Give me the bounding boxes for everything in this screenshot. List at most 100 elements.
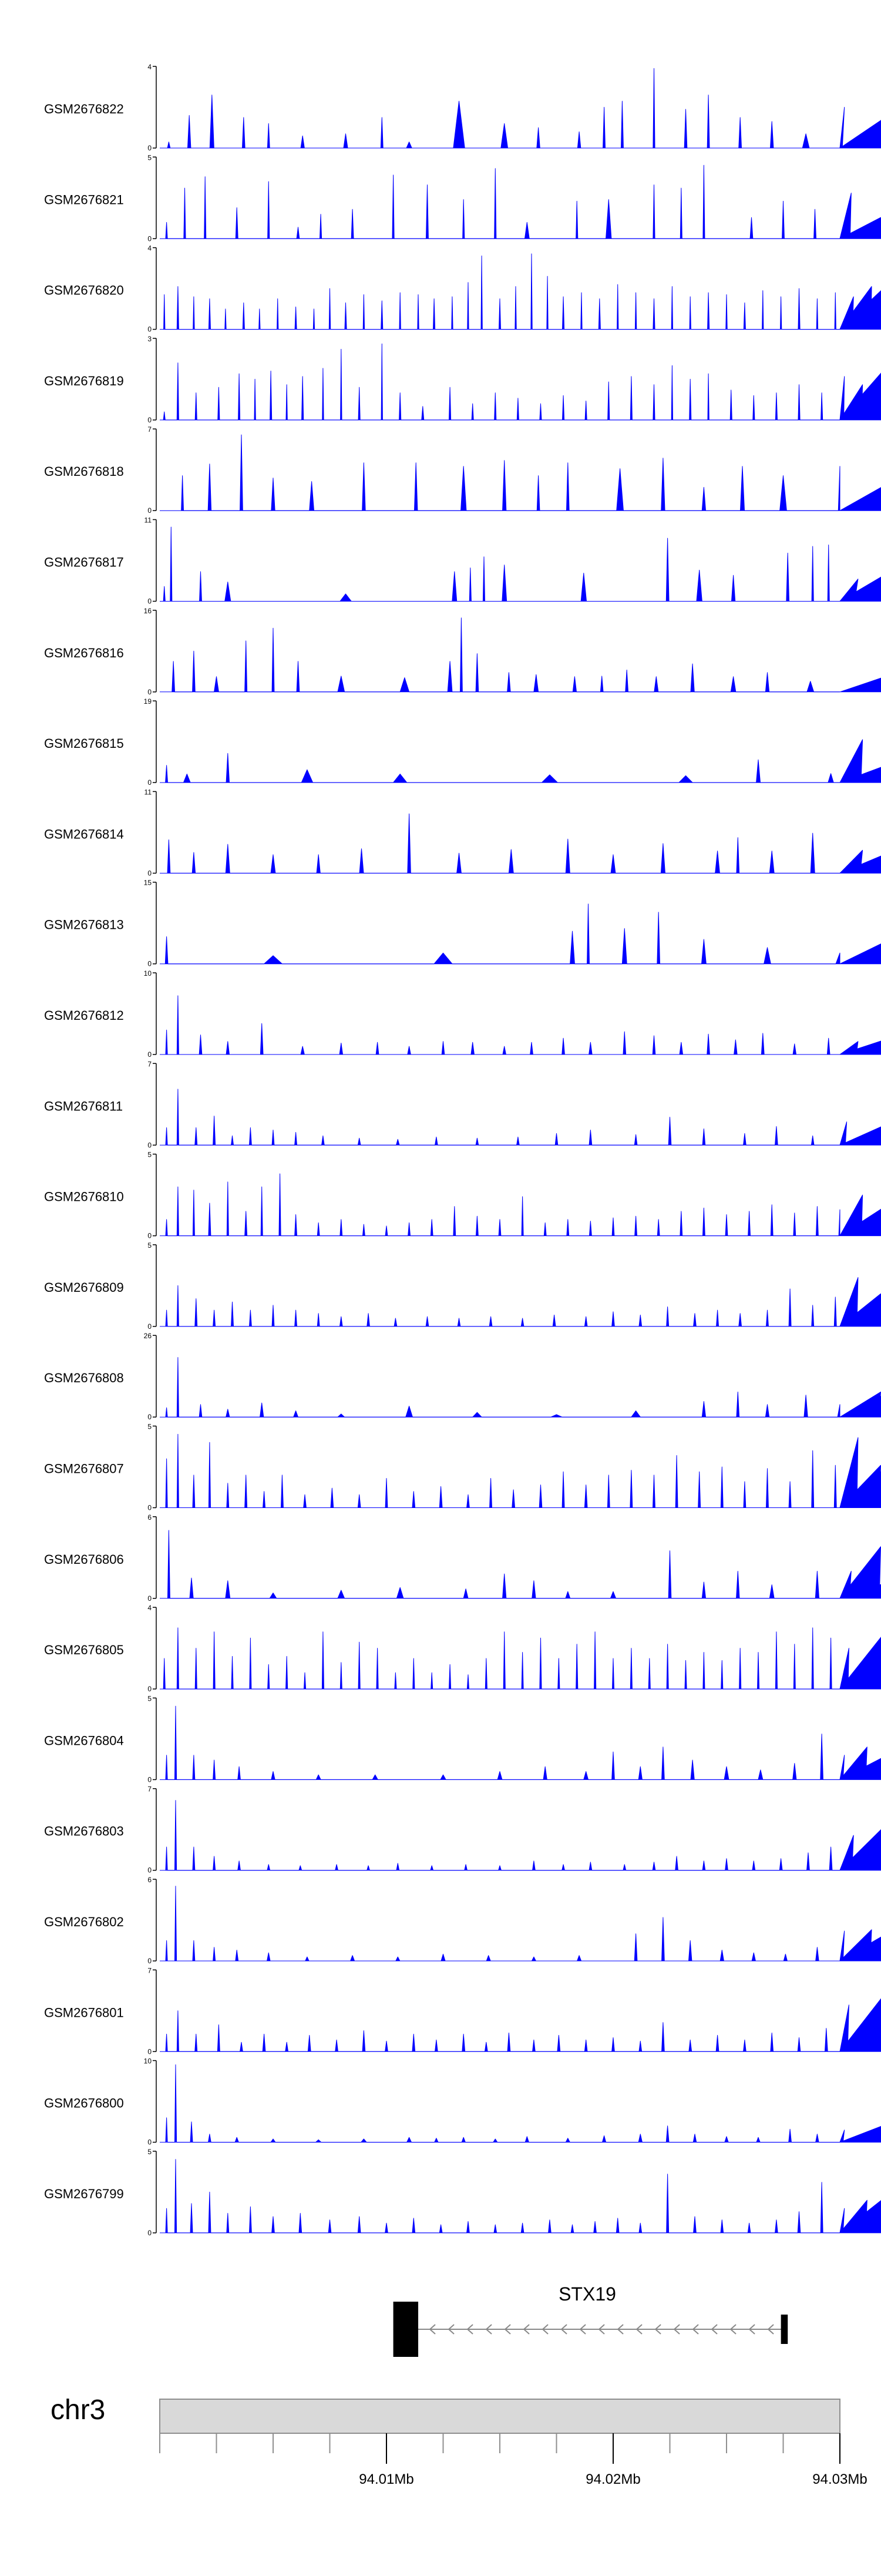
- track-GSM2676816: GSM2676816 16 0: [44, 607, 881, 696]
- coverage-area: [168, 1530, 881, 1598]
- tracks-layer: GSM267682240GSM267682150GSM267682040GSM2…: [44, 63, 881, 2237]
- track-label: GSM2676809: [44, 1280, 124, 1295]
- track-ymax-label: 6: [147, 1876, 152, 1884]
- track-label: GSM2676810: [44, 1190, 124, 1204]
- coverage-area: [166, 1174, 881, 1236]
- track-label: GSM2676818: [44, 464, 124, 479]
- gene-exon-left: [394, 2302, 418, 2357]
- ideogram-bar: [160, 2399, 840, 2433]
- track-ymax-label: 3: [147, 335, 152, 343]
- coverage-area: [166, 710, 881, 782]
- gene-exon-right: [781, 2315, 788, 2344]
- track-GSM2676818: GSM2676818 7 0: [44, 425, 881, 515]
- track-ymax-label: 6: [147, 1513, 152, 1522]
- chromosome-label: chr3: [51, 2394, 105, 2426]
- coverage-area: [166, 1434, 881, 1507]
- track-ymax-label: 19: [144, 697, 152, 706]
- track-ymin-label: 0: [147, 2138, 152, 2147]
- track-GSM2676804: GSM2676804 5 0: [44, 1694, 881, 1784]
- track-label: GSM2676799: [44, 2187, 124, 2201]
- track-label: GSM2676821: [44, 192, 124, 207]
- coverage-area: [163, 1628, 881, 1689]
- track-ymax-label: 7: [147, 1060, 152, 1068]
- coverage-area: [166, 2159, 881, 2233]
- coverage-area: [166, 1886, 881, 1961]
- track-ymax-label: 5: [147, 1151, 152, 1159]
- track-label: GSM2676817: [44, 555, 124, 570]
- track-label: GSM2676811: [44, 1099, 123, 1113]
- track-ymax-label: 16: [144, 607, 152, 615]
- track-ymax-label: 15: [144, 879, 152, 887]
- track-ymax-label: 4: [147, 244, 152, 253]
- track-label: GSM2676820: [44, 283, 124, 298]
- coverage-area: [166, 1981, 881, 2051]
- track-GSM2676820: GSM2676820 4 0: [44, 244, 881, 334]
- track-ymin-label: 0: [147, 2229, 152, 2237]
- track-ymin-label: 0: [147, 1322, 152, 1331]
- track-label: GSM2676816: [44, 646, 124, 660]
- track-ymin-label: 0: [147, 1866, 152, 1875]
- track-GSM2676821: GSM2676821 5 0: [44, 153, 881, 243]
- track-GSM2676810: GSM2676810 5 0: [44, 1151, 881, 1240]
- track-ymin-label: 0: [147, 234, 152, 243]
- axis-tick-label: 94.01Mb: [359, 2471, 413, 2487]
- coverage-area: [166, 1256, 881, 1326]
- track-ymin-label: 0: [147, 1775, 152, 1784]
- track-ymin-label: 0: [147, 778, 152, 787]
- track-label: GSM2676803: [44, 1824, 124, 1839]
- track-ymax-label: 4: [147, 1604, 152, 1612]
- coverage-area: [166, 165, 881, 239]
- coverage-area: [164, 254, 881, 330]
- track-ymin-label: 0: [147, 688, 152, 696]
- track-ymax-label: 11: [144, 788, 152, 796]
- track-ymin-label: 0: [147, 1232, 152, 1240]
- track-ymax-label: 26: [144, 1332, 152, 1340]
- axis-tick-label: 94.03Mb: [812, 2471, 867, 2487]
- coverage-area: [166, 987, 881, 1054]
- track-ymax-label: 5: [147, 1423, 152, 1431]
- track-ymin-label: 0: [147, 1594, 152, 1603]
- track-label: GSM2676822: [44, 102, 124, 116]
- track-ymax-label: 5: [147, 1694, 152, 1702]
- coverage-area: [166, 1801, 881, 1870]
- track-ymin-label: 0: [147, 1504, 152, 1512]
- track-ymin-label: 0: [147, 416, 152, 424]
- track-ymin-label: 0: [147, 1050, 152, 1059]
- track-label: GSM2676804: [44, 1733, 124, 1748]
- coverage-area: [172, 618, 881, 692]
- coverage-area: [166, 1089, 881, 1145]
- track-ymax-label: 10: [144, 2057, 152, 2065]
- axis-major-ticks: 94.01Mb 94.02Mb 94.03Mb: [359, 2433, 867, 2487]
- track-ymin-label: 0: [147, 506, 152, 515]
- axis-tick-label: 94.02Mb: [586, 2471, 640, 2487]
- track-ymax-label: 5: [147, 153, 152, 162]
- coverage-area: [166, 1346, 881, 1417]
- coverage-area: [181, 431, 881, 511]
- track-ymin-label: 0: [147, 960, 152, 968]
- axis-minor-ticks: [160, 2433, 840, 2453]
- track-ymin-label: 0: [147, 325, 152, 334]
- track-label: GSM2676806: [44, 1552, 124, 1567]
- track-ymax-label: 7: [147, 425, 152, 434]
- gene-label: STX19: [559, 2283, 616, 2305]
- track-label: GSM2676802: [44, 1915, 124, 1929]
- coverage-area: [167, 69, 881, 149]
- coverage-area: [163, 344, 881, 420]
